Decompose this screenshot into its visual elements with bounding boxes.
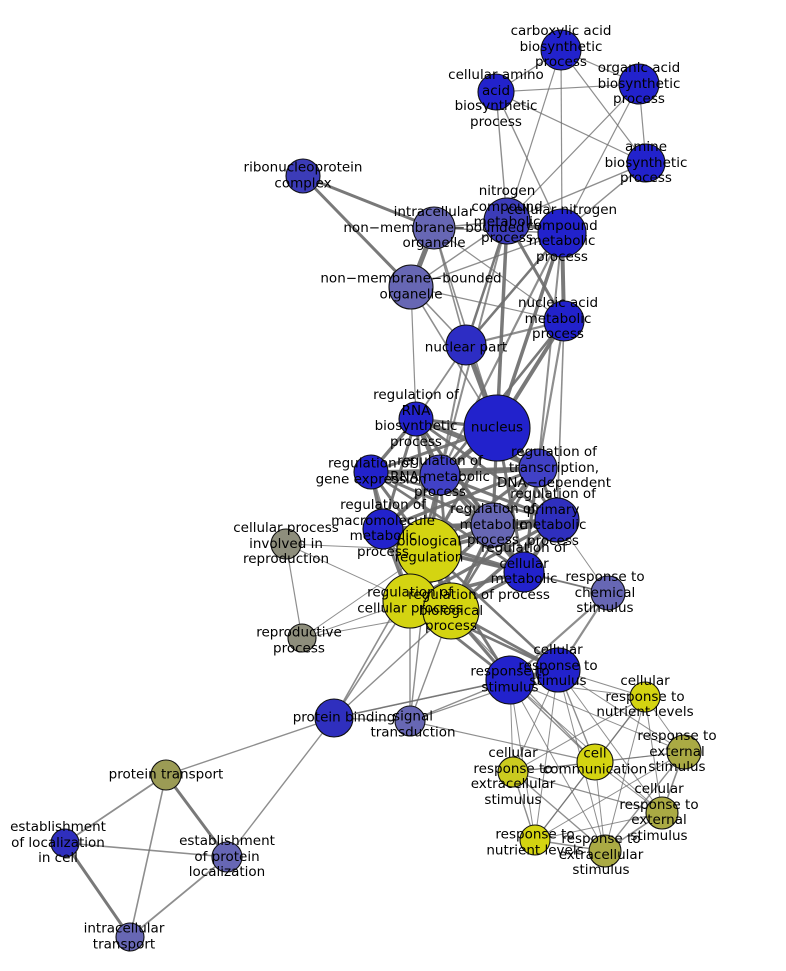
graph-node-carboxylic_acid_biosynthetic_process[interactable] <box>540 29 582 71</box>
graph-edge <box>536 320 566 469</box>
graph-edge <box>506 162 647 222</box>
graph-edge <box>410 286 565 322</box>
graph-edge <box>409 518 558 603</box>
graph-edge <box>409 720 596 763</box>
graph-node-organic_acid_biosynthetic_process[interactable] <box>618 63 660 105</box>
graph-node-cellular_response_to_nutrient_levels[interactable] <box>629 681 661 713</box>
graph-node-establishment_of_protein_localization[interactable] <box>211 841 243 873</box>
graph-edge <box>534 751 685 841</box>
graph-edge <box>64 842 228 858</box>
graph-node-nucleus[interactable] <box>463 394 531 462</box>
graph-edge <box>63 842 132 938</box>
graph-edge <box>534 669 559 841</box>
graph-node-regulation_of_metabolic_process[interactable] <box>470 502 516 548</box>
graph-edge <box>604 696 646 852</box>
graph-node-regulation_of_biological_process[interactable] <box>422 582 480 640</box>
graph-node-nuclear_part[interactable] <box>445 324 487 366</box>
graph-edge <box>301 174 413 289</box>
graph-node-response_to_chemical_stimulus[interactable] <box>590 575 626 611</box>
graph-node-protein_binding[interactable] <box>314 698 354 738</box>
graph-edge <box>495 91 647 164</box>
graph-edge <box>556 320 565 521</box>
graph-edge <box>560 49 563 234</box>
graph-edge <box>302 174 435 230</box>
graph-node-response_to_stimulus[interactable] <box>485 655 535 705</box>
graph-node-intracellular_transport[interactable] <box>115 922 145 952</box>
graph-node-cellular_response_to_extracellular_stimulus[interactable] <box>497 756 529 788</box>
graph-edge <box>64 774 167 844</box>
edge-layer <box>63 49 685 938</box>
graph-node-amine_biosynthetic_process[interactable] <box>626 143 666 183</box>
graph-edge <box>129 856 228 938</box>
graph-edge <box>495 83 640 93</box>
graph-edge <box>534 812 663 841</box>
graph-edge <box>410 232 563 288</box>
graph-node-nitrogen_compound_metabolic_process[interactable] <box>483 197 531 245</box>
graph-node-biological_regulation[interactable] <box>396 517 462 583</box>
graph-edge <box>560 49 647 164</box>
graph-node-cell_communication[interactable] <box>576 743 614 781</box>
graph-node-regulation_of_rna_metabolic_process[interactable] <box>419 454 461 496</box>
graph-edge <box>604 751 685 852</box>
graph-node-signal_transduction[interactable] <box>394 705 426 737</box>
graph-edge <box>561 83 640 234</box>
graph-node-response_to_external_stimulus[interactable] <box>666 734 702 770</box>
graph-edge <box>512 771 606 852</box>
graph-edge <box>506 83 640 222</box>
graph-edge <box>465 232 563 346</box>
graph-edge <box>509 679 606 852</box>
graph-node-regulation_of_transcription_dna_dependent[interactable] <box>518 448 558 488</box>
graph-node-establishment_of_localization_in_cell[interactable] <box>50 828 80 858</box>
graph-edge <box>506 49 562 222</box>
graph-edge <box>382 466 539 531</box>
graph-edge <box>433 227 565 322</box>
graph-node-regulation_of_primary_metabolic_process[interactable] <box>534 497 580 543</box>
graph-edge <box>129 774 167 938</box>
graph-node-intracellular_non_membrane_bounded_organelle[interactable] <box>412 206 456 250</box>
graph-node-ribonucleoprotein_complex[interactable] <box>285 158 321 194</box>
graph-node-response_to_extracellular_stimulus[interactable] <box>588 834 622 868</box>
graph-edge <box>370 470 525 574</box>
graph-edge <box>512 696 646 773</box>
graph-edge <box>165 717 335 776</box>
graph-edge <box>409 669 559 722</box>
graph-node-protein_transport[interactable] <box>150 759 182 791</box>
graph-edge <box>226 717 335 858</box>
graph-edge <box>285 543 303 639</box>
graph-node-cellular_nitrogen_compound_metabolic_process[interactable] <box>537 208 587 258</box>
graph-node-cellular_response_to_stimulus[interactable] <box>535 647 581 693</box>
graph-edge <box>495 91 563 234</box>
graph-node-regulation_of_cellular_metabolic_process[interactable] <box>503 551 545 593</box>
graph-node-regulation_of_gene_expression[interactable] <box>353 454 389 490</box>
graph-node-cellular_process_involved_in_reproduction[interactable] <box>270 528 302 560</box>
graph-edge <box>164 774 229 858</box>
graph-node-regulation_of_macromolecule_metabolic_process[interactable] <box>362 508 404 550</box>
node-layer[interactable] <box>50 29 702 952</box>
graph-node-reproductive_process[interactable] <box>287 623 317 653</box>
graph-node-response_to_nutrient_levels[interactable] <box>519 824 551 856</box>
graph-node-regulation_of_rna_biosynthetic_process[interactable] <box>398 401 434 437</box>
graph-edge <box>439 344 467 476</box>
graph-node-non_membrane_bounded_organelle[interactable] <box>388 264 434 310</box>
graph-edge <box>537 232 563 469</box>
graph-edge <box>512 771 663 814</box>
graph-node-cellular_amino_acid_biosynthetic_process[interactable] <box>477 73 515 111</box>
graph-edge <box>495 220 509 429</box>
graph-node-nucleic_acid_metabolic_process[interactable] <box>543 300 585 342</box>
graph-edge <box>509 679 685 753</box>
graph-node-cellular_response_to_external_stimulus[interactable] <box>645 796 679 830</box>
